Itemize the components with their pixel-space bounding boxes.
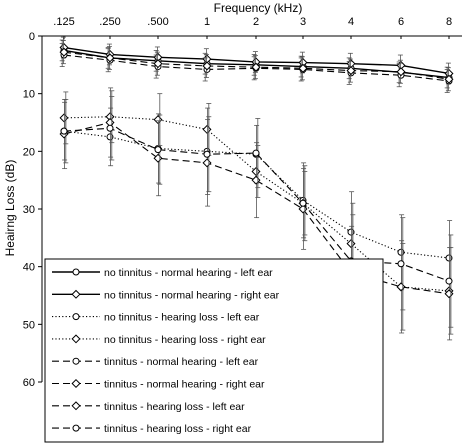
series-8 — [60, 96, 454, 328]
data-point — [251, 62, 261, 72]
legend-swatch-marker — [72, 268, 80, 276]
data-point — [202, 158, 212, 168]
series-line — [63, 116, 450, 292]
x-tick-label: 3 — [300, 16, 306, 28]
y-tick-label: 20 — [23, 146, 35, 158]
legend-label: no tinnitus - normal hearing - right ear — [104, 289, 280, 301]
legend-swatch-marker — [71, 401, 81, 411]
data-point — [154, 146, 162, 154]
data-point — [252, 149, 260, 157]
data-point — [298, 63, 308, 73]
data-point — [202, 124, 212, 134]
legend-label: tinnitus - hearing loss - right ear — [104, 423, 252, 435]
data-point — [153, 59, 163, 69]
data-point — [59, 113, 69, 123]
data-point — [105, 53, 115, 63]
y-tick-label: 50 — [23, 319, 35, 331]
series-line — [63, 127, 450, 282]
data-point — [60, 127, 68, 135]
y-tick-label: 10 — [23, 89, 35, 101]
data-point — [153, 115, 163, 125]
y-tick-label: 30 — [23, 204, 35, 216]
x-tick-label: .500 — [147, 16, 168, 28]
series-2 — [59, 36, 454, 85]
y-axis-title: Heairng Loss (dB) — [3, 160, 17, 257]
legend-label: tinnitus - normal hearing - right ear — [104, 379, 265, 391]
data-point — [397, 260, 405, 268]
data-point — [202, 61, 212, 71]
x-tick-label: 6 — [398, 16, 404, 28]
legend-swatch-marker — [71, 378, 81, 389]
x-tick-label: .250 — [99, 16, 120, 28]
legend-swatch-marker — [71, 334, 81, 344]
y-tick-label: 0 — [29, 31, 35, 43]
legend-label: no tinnitus - hearing loss - left ear — [104, 312, 260, 324]
legend-swatch-marker — [72, 424, 80, 432]
series-6 — [59, 40, 454, 92]
legend-label: no tinnitus - normal hearing - left ear — [104, 267, 273, 279]
legend-label: no tinnitus - hearing loss - right ear — [104, 334, 266, 346]
data-point — [445, 277, 453, 285]
x-tick-label: 4 — [348, 16, 354, 28]
series-line — [63, 121, 450, 295]
x-tick-label: .125 — [53, 16, 74, 28]
series-layer — [59, 36, 454, 341]
data-point — [346, 239, 356, 249]
data-point — [106, 124, 114, 132]
legend-label: tinnitus - hearing loss - left ear — [104, 401, 245, 413]
x-tick-label: 1 — [204, 16, 210, 28]
x-axis-ticks: .125 .250 .500 1 2 3 4 6 8 — [53, 16, 452, 39]
x-tick-label: 2 — [253, 16, 259, 28]
data-point — [444, 74, 454, 84]
legend-swatch-marker — [72, 357, 80, 365]
legend: no tinnitus - normal hearing - left ear n… — [44, 258, 384, 443]
legend-swatch-marker — [71, 289, 81, 299]
x-axis-title: Frequency (kHz) — [214, 1, 303, 15]
legend-swatch-marker — [72, 313, 80, 321]
y-tick-label: 40 — [23, 262, 35, 274]
data-point — [396, 67, 406, 77]
x-tick-label: 8 — [446, 16, 452, 28]
data-point — [346, 66, 356, 76]
y-axis-ticks: 0 10 20 30 40 50 60 — [23, 31, 42, 389]
y-tick-label: 60 — [23, 377, 35, 389]
legend-label: tinnitus - normal hearing - left ear — [104, 356, 259, 368]
data-point — [59, 47, 69, 57]
legend-box — [44, 258, 384, 443]
data-point — [203, 150, 211, 158]
data-point — [299, 199, 307, 207]
